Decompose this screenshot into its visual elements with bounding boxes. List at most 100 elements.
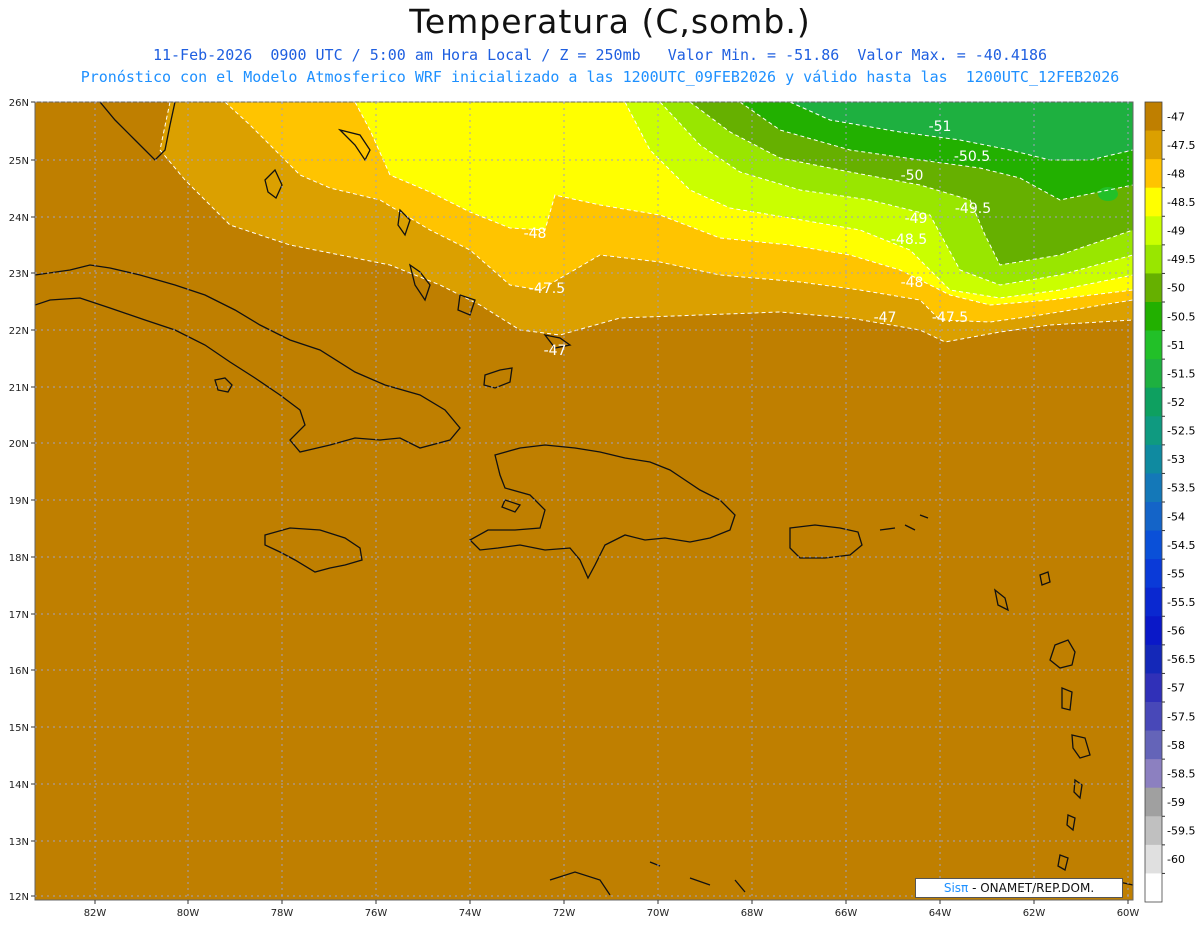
colorbar-swatch: [1145, 273, 1162, 303]
lon-tick-label: 60W: [1117, 908, 1140, 919]
colorbar-label: -50.5: [1167, 310, 1195, 323]
colorbar-swatch: [1145, 844, 1162, 874]
contour-label: -47.5: [932, 310, 968, 326]
colorbar-swatch: [1145, 816, 1162, 846]
lon-tick-label: 82W: [84, 908, 107, 919]
contour-label: -49: [905, 211, 928, 227]
contour-lines: [159, 102, 1133, 343]
contour-label: -47.5: [529, 281, 565, 297]
lon-tick-label: 78W: [271, 908, 294, 919]
gonave: [501, 499, 522, 513]
sispi-logo-text: Sisπ: [943, 881, 969, 895]
credit-box: Sisπ - ONAMET/REP.DOM.: [915, 878, 1123, 898]
colorbar-label: -59: [1167, 796, 1185, 809]
lat-tick-label: 24N: [9, 213, 29, 224]
colorbar-swatch: [1145, 473, 1162, 503]
lon-tick-label: 76W: [365, 908, 388, 919]
colorbar-label: -49: [1167, 225, 1185, 238]
contour-label: -47: [874, 310, 897, 326]
lon-tick-label: 70W: [647, 908, 670, 919]
contour-labels: -51-50.5 -50 -49.5 -49 -48.5 -48 -48 -47.5 -47 -4…: [524, 119, 992, 359]
colorbar-swatch: [1145, 244, 1162, 274]
lat-tick-label: 21N: [9, 383, 29, 394]
lat-tick-label: 22N: [9, 326, 29, 337]
colorbar-swatch: [1145, 444, 1162, 474]
colorbar-swatch: [1145, 502, 1162, 532]
colorbar-swatch: [1145, 616, 1162, 646]
inagua: [483, 367, 513, 389]
lat-tick-label: 25N: [9, 156, 29, 167]
colorbar-label: -54: [1167, 510, 1185, 523]
lat-tick-label: 26N: [9, 98, 29, 109]
grenada: [1057, 854, 1069, 871]
lesser-antilles-1: [1039, 571, 1051, 586]
colorbar-label: -50: [1167, 282, 1185, 295]
colorbar-swatch: [1145, 787, 1162, 817]
colorbar-label: -52: [1167, 396, 1185, 409]
lat-tick-label: 19N: [9, 496, 29, 507]
colorbar-label: -57: [1167, 682, 1185, 695]
map-title: Temperatura (C,somb.): [409, 2, 811, 41]
colorbar-swatch: [1145, 559, 1162, 589]
valid-time-subtitle: 11-Feb-2026 0900 UTC / 5:00 am Hora Loca…: [152, 46, 1048, 64]
virgin-islands: [879, 514, 929, 531]
turks-caicos: [543, 334, 572, 349]
colorbar-label: -60: [1167, 853, 1185, 866]
isla-juventud: [214, 377, 233, 393]
colorbar-label: -48.5: [1167, 196, 1195, 209]
colorbar-swatch: [1145, 159, 1162, 189]
bahamas-2: [337, 128, 371, 162]
lon-tick-label: 66W: [835, 908, 858, 919]
martinique: [1071, 734, 1091, 759]
contour-label: -50: [901, 168, 924, 184]
lat-tick-label: 16N: [9, 666, 29, 677]
lon-tick-label: 80W: [177, 908, 200, 919]
bahamas-5: [457, 294, 476, 316]
colorbar-label: -49.5: [1167, 253, 1195, 266]
lesser-antilles-2: [994, 588, 1009, 612]
colorbar-swatch: [1145, 730, 1162, 760]
colorbar-label: -52.5: [1167, 425, 1195, 438]
lat-tick-label: 14N: [9, 780, 29, 791]
filled-contours: [35, 102, 1133, 900]
latitude-axis: 26N 25N 24N 23N 22N 21N 20N 19N 18N 17N 16N 15N 14N 1…: [9, 98, 35, 903]
colorbar-swatch: [1145, 130, 1162, 160]
lat-tick-label: 12N: [9, 892, 29, 903]
colorbar-swatch: [1145, 187, 1162, 217]
colorbar-swatch: [1145, 216, 1162, 246]
colorbar-label: -58.5: [1167, 767, 1195, 780]
bahamas-3: [397, 208, 411, 237]
puerto-rico-coast: [789, 524, 863, 559]
colorbar-label: -48: [1167, 167, 1185, 180]
colorbar-swatch: [1145, 359, 1162, 389]
colorbar-label: -57.5: [1167, 710, 1195, 723]
colorbar-label: -58: [1167, 739, 1185, 752]
colorbar-swatch: [1145, 644, 1162, 674]
bahamas-1: [264, 168, 283, 200]
lat-tick-label: 23N: [9, 269, 29, 280]
longitude-axis: 82W 80W 78W 76W 74W 72W 70W 68W 66W 64W 62W 60W: [84, 900, 1140, 919]
colorbar-label: -53: [1167, 453, 1185, 466]
contour-label: -48: [524, 226, 547, 242]
colorbar-swatch: [1145, 102, 1162, 132]
contour-label: -48: [901, 275, 924, 291]
lat-tick-label: 15N: [9, 723, 29, 734]
lon-tick-label: 64W: [929, 908, 952, 919]
lat-tick-label: 18N: [9, 553, 29, 564]
contour-label: -51: [929, 119, 952, 135]
guadeloupe: [1049, 639, 1076, 669]
st-vincent: [1066, 814, 1076, 832]
contour-label: -49.5: [955, 201, 991, 217]
lon-tick-label: 72W: [553, 908, 576, 919]
colorbar-swatch: [1145, 387, 1162, 417]
colorbar-label: -55.5: [1167, 596, 1195, 609]
contour-label: -50.5: [954, 149, 990, 165]
colorbar-swatch: [1145, 702, 1162, 732]
dominica: [1061, 687, 1073, 711]
colorbar-swatch: [1145, 673, 1162, 703]
lon-tick-label: 68W: [741, 908, 764, 919]
colorbar: -47 -47.5 -48 -48.5 -49 -49.5 -50 -50.5 -51 -51.5…: [1144, 101, 1195, 903]
colorbar-swatch: [1145, 530, 1162, 560]
band--51: [790, 102, 1133, 160]
